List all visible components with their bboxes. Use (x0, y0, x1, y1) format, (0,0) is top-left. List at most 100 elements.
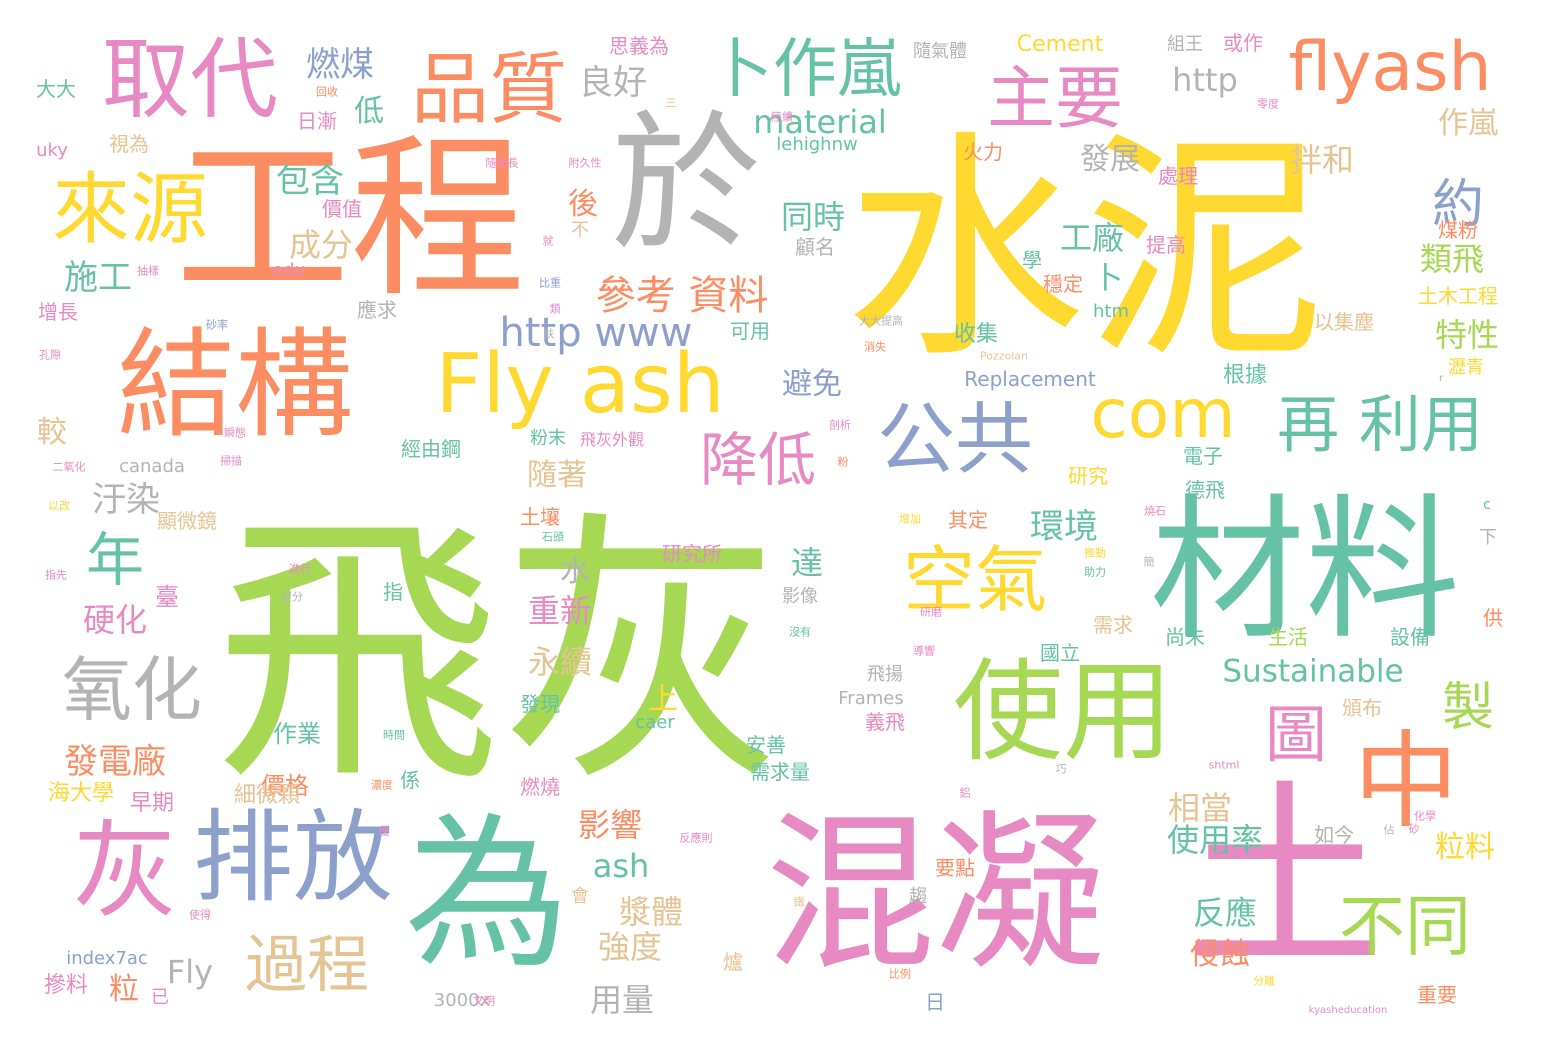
word: 較 (37, 415, 67, 450)
word: 佔 (1383, 823, 1395, 837)
word: 應求 (357, 298, 397, 322)
word: 空氣 (902, 538, 1048, 622)
word: 水泥 (844, 110, 1326, 390)
word: 砂 (1408, 822, 1420, 836)
word: material (753, 103, 887, 141)
word: 經由鋼 (401, 437, 461, 461)
word: 土木工程 (1418, 284, 1498, 308)
word: 材料 (1150, 479, 1460, 661)
word: 研究所 (662, 542, 722, 566)
word: 比例 (889, 967, 911, 981)
word: 水 (560, 554, 590, 589)
word: 價值 (322, 197, 362, 221)
word: 重新 (527, 592, 593, 630)
word: 取代 (101, 28, 279, 131)
word: 約 (1431, 175, 1485, 235)
word: Frames (838, 688, 904, 709)
word: 參考 資料 (595, 273, 769, 319)
word: 石頭 (542, 530, 564, 544)
word: 導響 (913, 644, 935, 658)
word: 不同 (1339, 888, 1471, 965)
word: 剖析 (829, 418, 851, 432)
word: com (1090, 375, 1236, 454)
word: 為 (404, 798, 570, 991)
word: 混凝 (764, 796, 1106, 994)
word: 供 (1483, 606, 1503, 630)
word: 或作 (1223, 31, 1263, 55)
word: 再 利用 (1277, 388, 1483, 461)
word: 需求 (1093, 613, 1133, 637)
word: 年 (85, 526, 145, 594)
word: 排放 (193, 799, 393, 916)
word: 文明 (473, 994, 495, 1008)
word: 隨著 (527, 458, 587, 493)
word: 價格 (261, 772, 309, 800)
word: 不 (571, 220, 589, 241)
word: 陸續 (771, 110, 793, 124)
word: 分離 (1253, 974, 1275, 988)
word: 瀝青 (1448, 357, 1484, 378)
word: 使得 (189, 908, 211, 922)
word: Fly ash (435, 337, 725, 432)
word: 漿體 (618, 893, 684, 931)
word: 回收 (316, 85, 338, 99)
word: 土壤 (520, 505, 560, 529)
word: 安善 (746, 733, 786, 757)
word: 工程 (175, 118, 525, 322)
word: 粒料 (1435, 830, 1495, 865)
word: 永續 (527, 643, 593, 681)
word: 上 (648, 682, 678, 717)
word: ash (592, 847, 650, 885)
word: 土 (1184, 763, 1386, 996)
word: 隨國長 (485, 156, 519, 170)
word: 已 (151, 987, 169, 1008)
word: 避免 (782, 367, 842, 402)
word: 簡 (1143, 555, 1155, 569)
word: 粉 (837, 455, 849, 469)
word: 指先 (45, 568, 67, 582)
word: 組王 (1167, 34, 1203, 55)
word: 研究 (1068, 464, 1108, 488)
word: 用量 (589, 981, 655, 1019)
word: 成分 (288, 226, 354, 264)
word: 汙染 (92, 480, 160, 520)
word: 3000x (433, 990, 491, 1011)
word: 類飛 (1419, 240, 1485, 278)
word: 環境 (1030, 507, 1098, 547)
word: 過程 (244, 928, 370, 1001)
word: 日漸 (297, 109, 337, 133)
word: 零度 (1257, 97, 1279, 111)
word: 反應 (1192, 894, 1258, 932)
word: 其定 (948, 508, 988, 532)
word: 硬化 (82, 601, 148, 639)
word: 發展 (1080, 142, 1140, 177)
word: 施工 (64, 258, 132, 298)
word: 係 (400, 768, 420, 792)
word: 工廠 (1059, 219, 1125, 257)
word: 以改 (48, 499, 70, 513)
word: 使用率 (1166, 821, 1264, 859)
word: 義飛 (865, 710, 905, 734)
word: canada (119, 456, 185, 477)
word: 比重 (539, 276, 561, 290)
word: 鐵 (793, 895, 805, 909)
word: htm (1093, 301, 1129, 322)
word: 包含 (276, 161, 344, 201)
word: 下 (1479, 527, 1497, 548)
word: 進行 (289, 562, 311, 576)
word: 設備 (1390, 625, 1430, 649)
word: kyasheducation (1308, 1005, 1388, 1016)
word: 臺 (155, 583, 179, 611)
word: Cement (1016, 32, 1104, 57)
word: 可用 (730, 319, 770, 343)
word: 相當 (1167, 789, 1233, 827)
word: 三 (665, 96, 677, 110)
word: 影像 (782, 586, 818, 607)
word: c (1483, 497, 1491, 513)
word: 圖 (1264, 698, 1328, 771)
word: 日 (925, 990, 945, 1014)
word: 隨氣體 (913, 41, 967, 62)
word: 生活 (1268, 625, 1308, 649)
word: 灰 (72, 810, 178, 933)
word: 結構 (116, 316, 354, 454)
